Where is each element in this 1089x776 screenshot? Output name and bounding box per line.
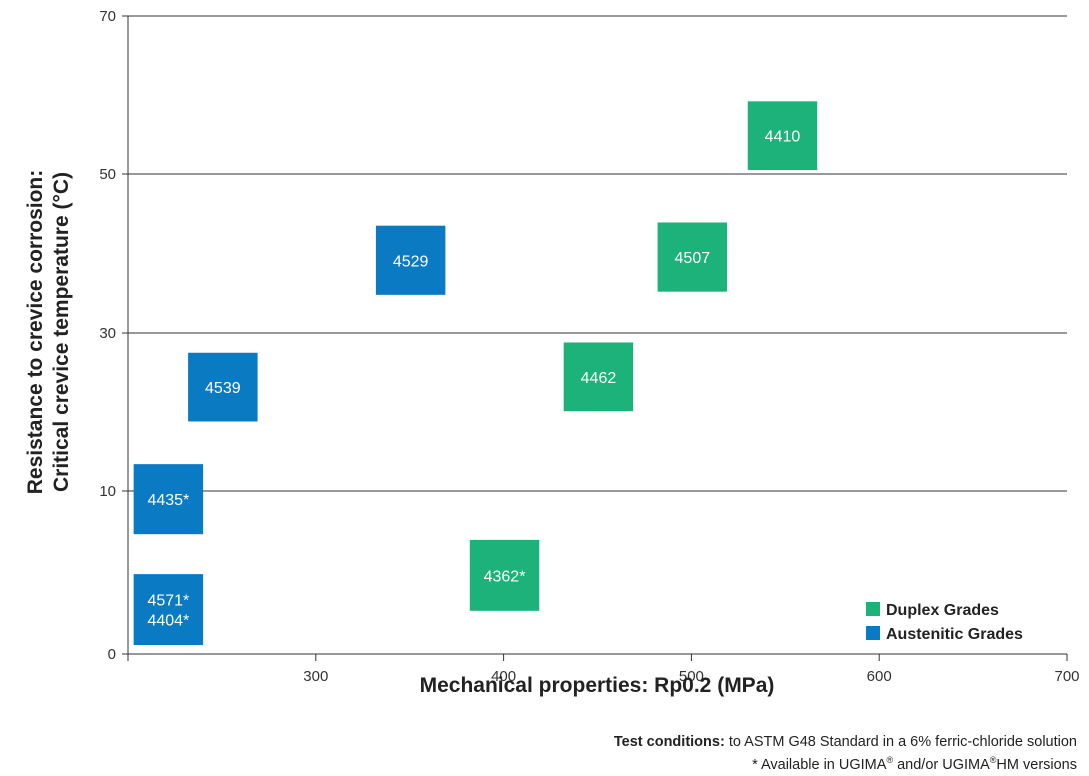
y-axis-title: Resistance to crevice corrosion: Critica… [24,170,73,494]
grade-box-fill [133,464,204,535]
x-axis-title: Mechanical properties: Rp0.2 (MPa) [420,674,775,697]
grade-box-fill [375,225,446,295]
x-tick-label-300: 300 [303,668,328,685]
grade-box-4410: 4410 [747,101,818,171]
y-tick-label-10: 10 [99,483,116,500]
grade-box-fill [133,574,204,646]
data-marks: 4410 4507 4462 4362* 4529 4539 4435* 4571* 4404* [133,101,818,646]
tick-labels: 0 10 30 50 70 300 400 500 600 700 [99,8,1079,685]
x-tick-label-600: 600 [867,668,892,685]
grid-lines [128,15,1067,492]
grade-label: 4410 [765,129,801,146]
grade-box-fill [469,539,540,611]
grade-label: 4404* [147,613,189,630]
legend-swatch-2 [866,626,880,640]
y-tick-label-50: 50 [99,166,116,183]
test-conditions-note: Test conditions: to ASTM G48 Standard in… [614,734,1077,750]
x-tick-label-700: 700 [1054,668,1079,685]
grade-box-4539: 4539 [188,352,258,422]
grade-label: 4539 [205,380,241,397]
y-tick-label-30: 30 [99,325,116,342]
test-conditions-label: Test conditions: [613,734,725,750]
grade-box-fill [188,352,258,422]
grade-label: 4362* [484,568,526,585]
grade-box-4529: 4529 [375,225,446,295]
grade-box-4571-4404: 4571* 4404* [133,574,204,646]
grade-box-4507: 4507 [657,222,728,292]
legend-label-2: Austenitic Grades [886,626,1023,643]
test-conditions-text: to ASTM G48 Standard in a 6% ferric-chlo… [724,734,1077,750]
chart: 0 10 30 50 70 300 400 500 600 700 4410 4507 4462 436… [24,8,1080,697]
grade-box-4435: 4435* [133,464,204,535]
axes [122,15,1068,661]
grade-box-fill [747,101,818,171]
legend: Duplex Grades Austenitic Grades [866,602,1023,643]
grade-label: 4435* [147,492,189,509]
legend-swatch-1 [866,602,880,616]
registered-mark-2: ® [989,755,997,765]
grade-label: 4462 [581,370,617,387]
grade-box-fill [657,222,728,292]
grade-label: 4507 [675,250,711,267]
x-tick-label-500: 500 [679,668,704,685]
availability-note: * Available in UGIMA® and/or UGIMA®HM ve… [752,755,1077,773]
availability-prefix: * Available in UGIMA [752,756,887,773]
y-axis-title-line2: Critical crevice temperature (°C) [50,172,73,492]
x-tick-label-400: 400 [491,668,516,685]
grade-box-fill [563,342,634,412]
y-tick-label-70: 70 [99,8,116,25]
grade-label: 4571* [147,593,189,610]
availability-suffix: HM versions [996,756,1077,773]
y-tick-label-0: 0 [108,646,116,663]
grade-box-4362: 4362* [469,539,540,611]
grade-box-4462: 4462 [563,342,634,412]
y-axis-title-line1: Resistance to crevice corrosion: [24,170,47,494]
grade-label: 4529 [393,253,429,270]
legend-label-1: Duplex Grades [886,602,999,619]
registered-mark-1: ® [886,755,894,765]
availability-mid: and/or UGIMA [893,756,990,773]
